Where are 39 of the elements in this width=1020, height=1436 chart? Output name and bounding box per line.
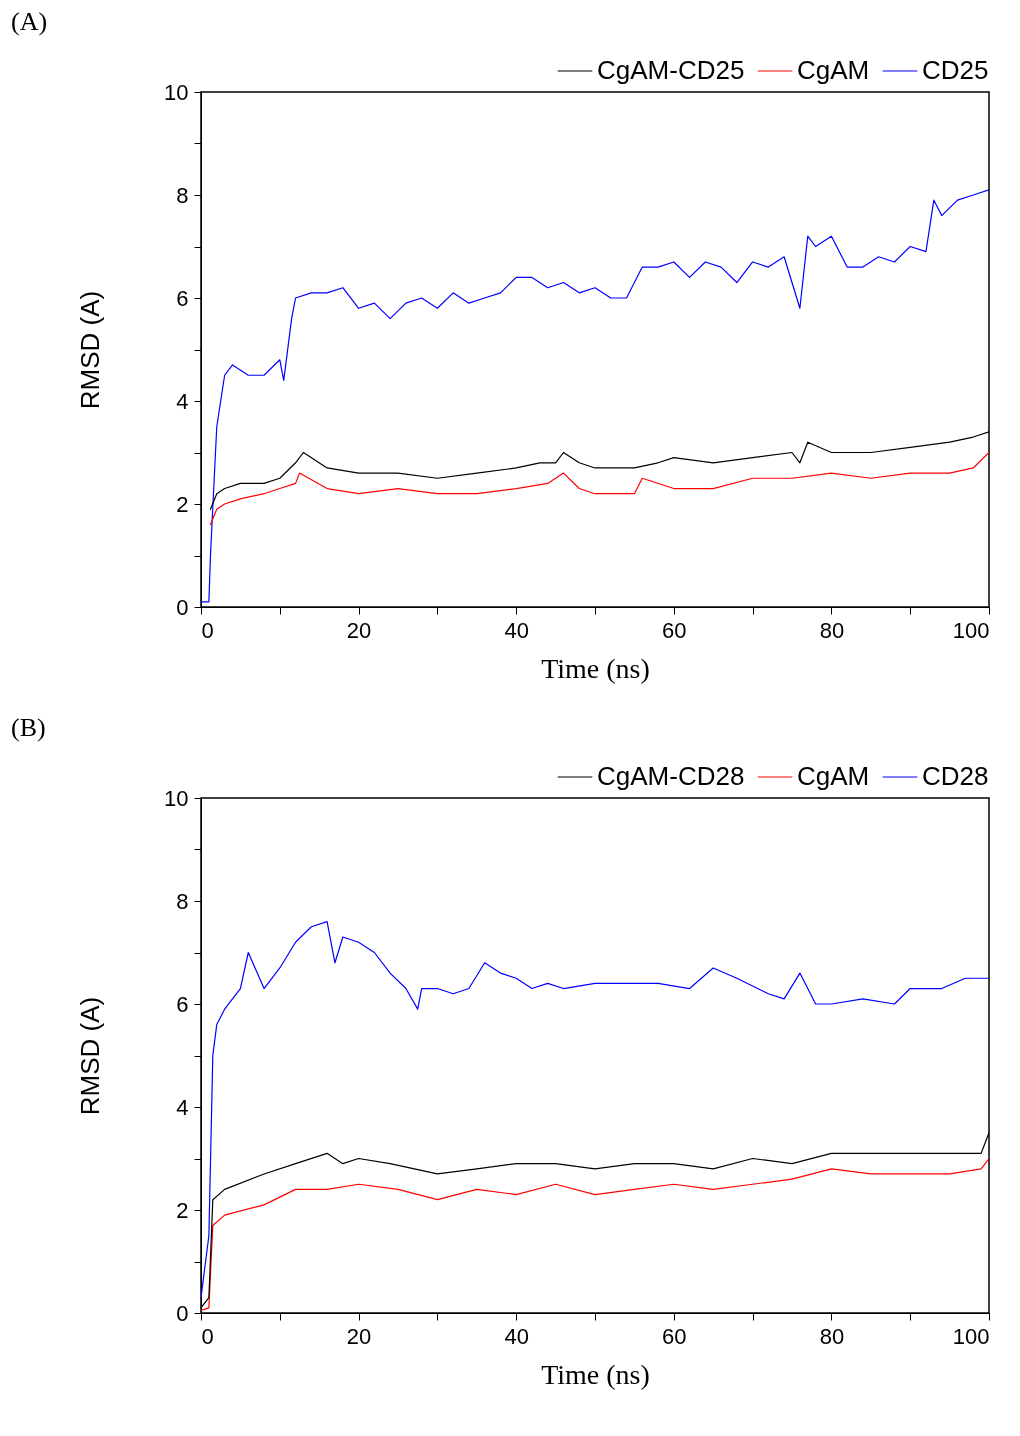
y-tick-label: 6 — [176, 285, 189, 311]
legend-label: CgAM-CD28 — [597, 761, 745, 791]
x-tick-label: 40 — [504, 1323, 529, 1349]
y-tick-label: 8 — [176, 182, 189, 208]
y-axis-title: RMSD (A) — [75, 996, 106, 1116]
y-tick-label: 4 — [176, 1094, 189, 1120]
y-tick-label: 10 — [164, 785, 189, 811]
x-tick-label: 20 — [346, 617, 372, 643]
x-axis-title: Time (ns) — [541, 1358, 650, 1390]
x-tick-label: 40 — [504, 617, 529, 643]
x-tick-label: 80 — [819, 617, 845, 643]
x-tick-label: 80 — [819, 1323, 845, 1349]
chart-title: (A) — [11, 7, 48, 36]
legend-label: CD28 — [922, 761, 989, 791]
y-axis-title: RMSD (A) — [75, 290, 106, 410]
y-tick-label: 0 — [176, 1300, 189, 1326]
chart-title: (B) — [11, 713, 46, 742]
x-tick-label: 0 — [201, 617, 214, 643]
legend-label: CgAM — [797, 761, 870, 791]
y-tick-label: 0 — [176, 594, 189, 620]
x-tick-label: 60 — [662, 1323, 687, 1349]
y-tick-label: 2 — [176, 1197, 189, 1223]
y-tick-label: 8 — [176, 888, 189, 914]
y-tick-label: 6 — [176, 991, 189, 1017]
legend-label: CgAM-CD25 — [597, 55, 745, 85]
y-tick-label: 4 — [176, 388, 189, 414]
x-tick-label: 60 — [662, 617, 687, 643]
legend-label: CD25 — [922, 55, 989, 85]
legend-label: CgAM — [797, 55, 870, 85]
x-tick-label: 100 — [952, 1323, 990, 1349]
line-series — [201, 189, 989, 603]
x-tick-label: 0 — [201, 1323, 214, 1349]
line-series — [209, 451, 989, 526]
y-tick-label: 2 — [176, 491, 189, 517]
line-series — [201, 921, 989, 1299]
x-tick-label: 100 — [952, 617, 990, 643]
x-tick-label: 20 — [346, 1323, 372, 1349]
y-tick-label: 10 — [164, 79, 189, 105]
x-axis-title: Time (ns) — [541, 652, 650, 684]
